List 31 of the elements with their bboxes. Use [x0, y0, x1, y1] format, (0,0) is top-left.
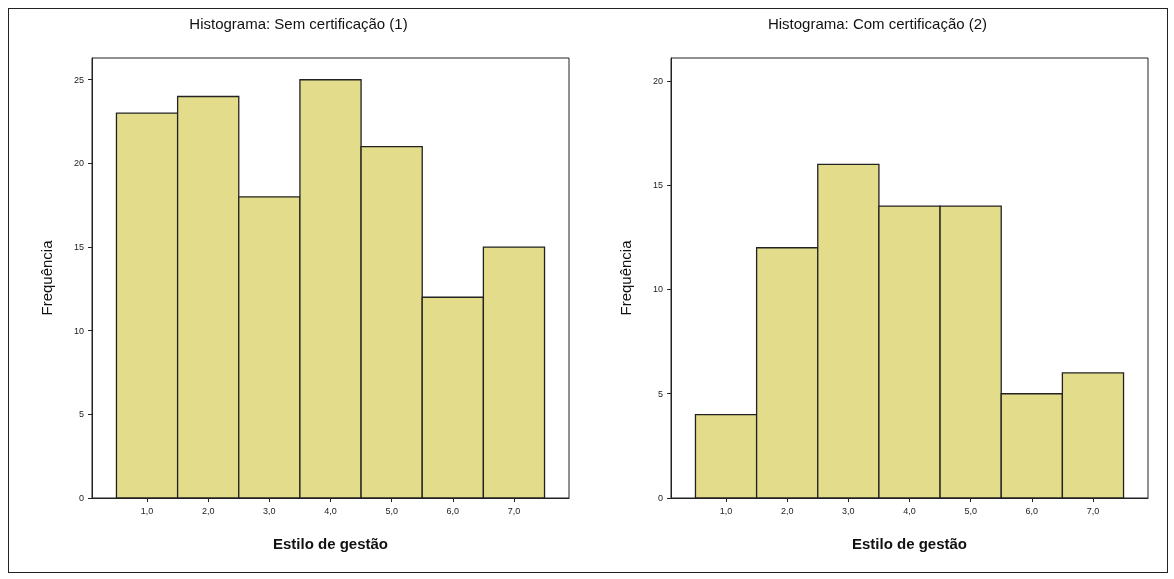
x-tick-label: 1,0 — [719, 505, 733, 516]
y-axis-title: Frequência — [38, 239, 55, 316]
x-tick-label: 7,0 — [507, 505, 521, 516]
y-tick-label: 25 — [73, 74, 84, 85]
x-tick-label: 6,0 — [446, 505, 460, 516]
chart-title: Histograma: Com certificação (2) — [767, 15, 988, 32]
x-tick-label: 5,0 — [964, 505, 977, 516]
x-tick-label: 1,0 — [140, 505, 154, 516]
x-tick-label: 2,0 — [780, 505, 794, 516]
y-tick-label: 10 — [73, 325, 84, 336]
x-tick-label: 4,0 — [903, 505, 916, 516]
x-axis-title: Estilo de gestão — [851, 535, 968, 552]
x-axis-title: Estilo de gestão — [272, 535, 389, 552]
y-tick-label: 0 — [657, 493, 663, 503]
x-tick-label: 7,0 — [1086, 505, 1100, 516]
x-tick-label: 3,0 — [263, 505, 276, 516]
y-axis-title: Frequência — [617, 239, 634, 316]
y-tick-label: 5 — [657, 388, 663, 399]
y-tick-label: 10 — [652, 284, 663, 295]
x-tick-label: 5,0 — [385, 505, 398, 516]
y-tick-label: 5 — [78, 409, 84, 420]
chart-title: Histograma: Sem certificação (1) — [189, 15, 408, 32]
x-tick-label: 4,0 — [324, 505, 337, 516]
y-tick-label: 20 — [652, 75, 663, 86]
y-tick-label: 15 — [73, 242, 84, 253]
x-tick-label: 6,0 — [1025, 505, 1039, 516]
y-tick-label: 0 — [78, 493, 84, 503]
x-tick-label: 3,0 — [842, 505, 855, 516]
x-tick-label: 2,0 — [201, 505, 215, 516]
y-tick-label: 15 — [652, 180, 663, 191]
y-tick-label: 20 — [73, 158, 84, 169]
